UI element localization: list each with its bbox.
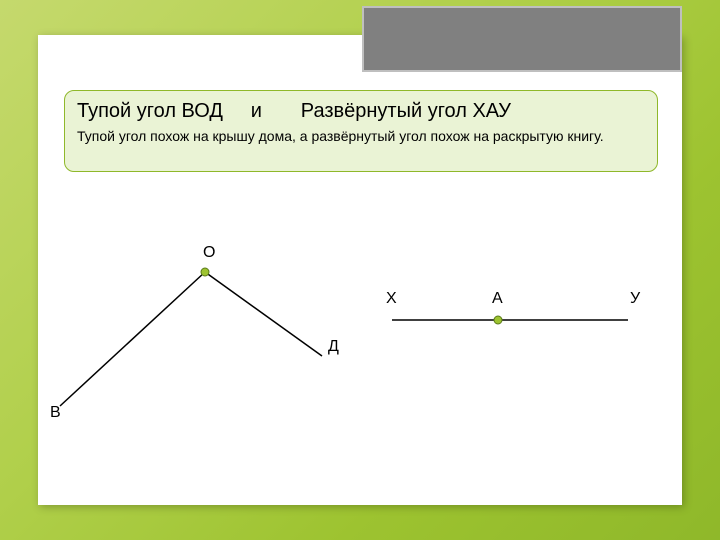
ray-ob (60, 272, 205, 406)
straight-angle (392, 316, 628, 324)
label-o: О (203, 244, 215, 262)
geometry-diagram (0, 0, 720, 540)
label-x: Х (386, 290, 397, 308)
label-d: Д (328, 338, 339, 356)
label-a: А (492, 290, 503, 308)
slide: Тупой угол ВОД и Развёрнутый угол ХАУ Ту… (0, 0, 720, 540)
vertex-a-dot (494, 316, 502, 324)
ray-od (205, 272, 322, 356)
obtuse-angle (60, 268, 322, 406)
label-y: У (630, 290, 640, 308)
label-v: В (50, 404, 61, 422)
vertex-o-dot (201, 268, 209, 276)
